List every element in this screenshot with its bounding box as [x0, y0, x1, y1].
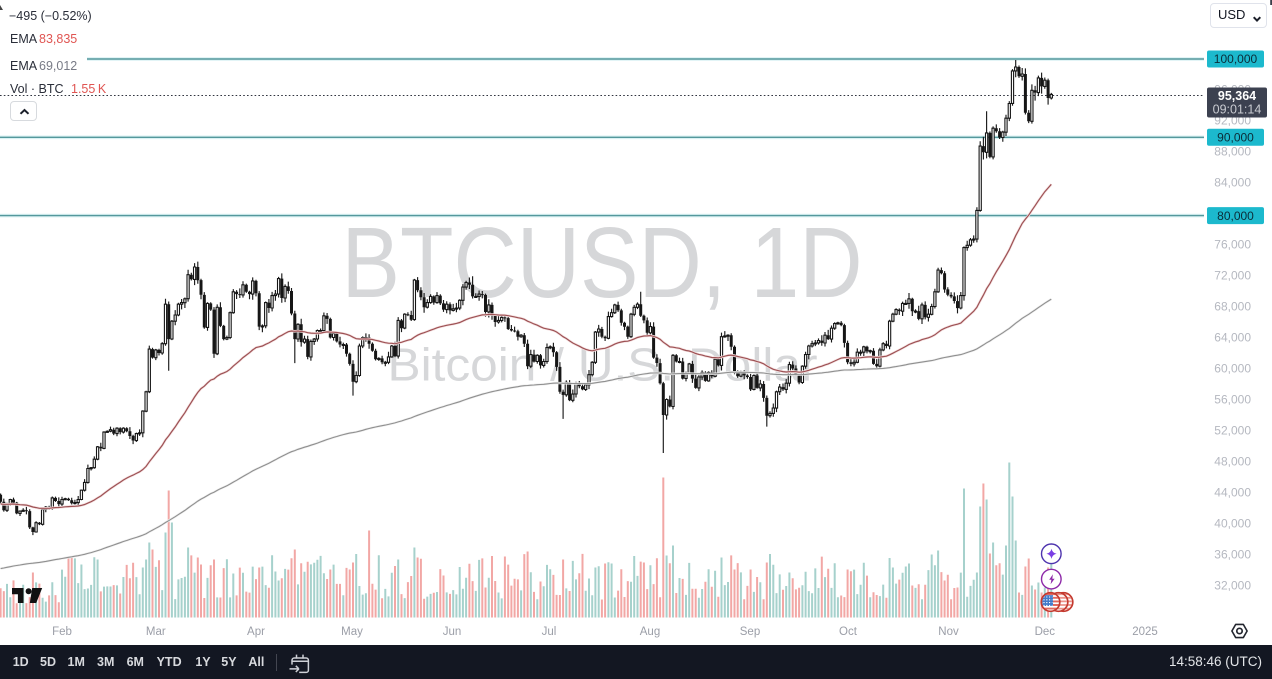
svg-text:64,000: 64,000: [1214, 331, 1251, 345]
svg-text:May: May: [341, 626, 363, 638]
svg-text:Oct: Oct: [839, 626, 858, 638]
svg-text:52,000: 52,000: [1214, 424, 1251, 438]
svg-text:84,000: 84,000: [1214, 176, 1251, 190]
svg-text:76,000: 76,000: [1214, 238, 1251, 252]
svg-text:88,000: 88,000: [1214, 145, 1251, 159]
svg-text:Dec: Dec: [1035, 626, 1056, 638]
svg-text:40,000: 40,000: [1214, 517, 1251, 531]
svg-text:80,000: 80,000: [1217, 209, 1254, 223]
svg-text:2025: 2025: [1132, 626, 1158, 638]
svg-text:Jun: Jun: [443, 626, 462, 638]
svg-text:Sep: Sep: [740, 626, 760, 638]
svg-text:BTCUSD, 1D: BTCUSD, 1D: [342, 207, 863, 319]
svg-text:90,000: 90,000: [1217, 131, 1254, 145]
svg-text:Feb: Feb: [52, 626, 72, 638]
svg-text:Mar: Mar: [146, 626, 166, 638]
svg-text:56,000: 56,000: [1214, 393, 1251, 407]
svg-text:68,000: 68,000: [1214, 300, 1251, 314]
svg-text:32,000: 32,000: [1214, 579, 1251, 593]
svg-text:100,000: 100,000: [1214, 52, 1258, 66]
svg-text:36,000: 36,000: [1214, 548, 1251, 562]
svg-text:48,000: 48,000: [1214, 455, 1251, 469]
svg-text:95,364: 95,364: [1218, 89, 1256, 103]
svg-text:Nov: Nov: [938, 626, 959, 638]
svg-text:Apr: Apr: [247, 626, 265, 638]
svg-text:60,000: 60,000: [1214, 362, 1251, 376]
svg-text:Jul: Jul: [542, 626, 557, 638]
svg-text:72,000: 72,000: [1214, 269, 1251, 283]
svg-text:09:01:14: 09:01:14: [1213, 103, 1262, 117]
svg-text:Aug: Aug: [640, 626, 660, 638]
svg-text:44,000: 44,000: [1214, 486, 1251, 500]
